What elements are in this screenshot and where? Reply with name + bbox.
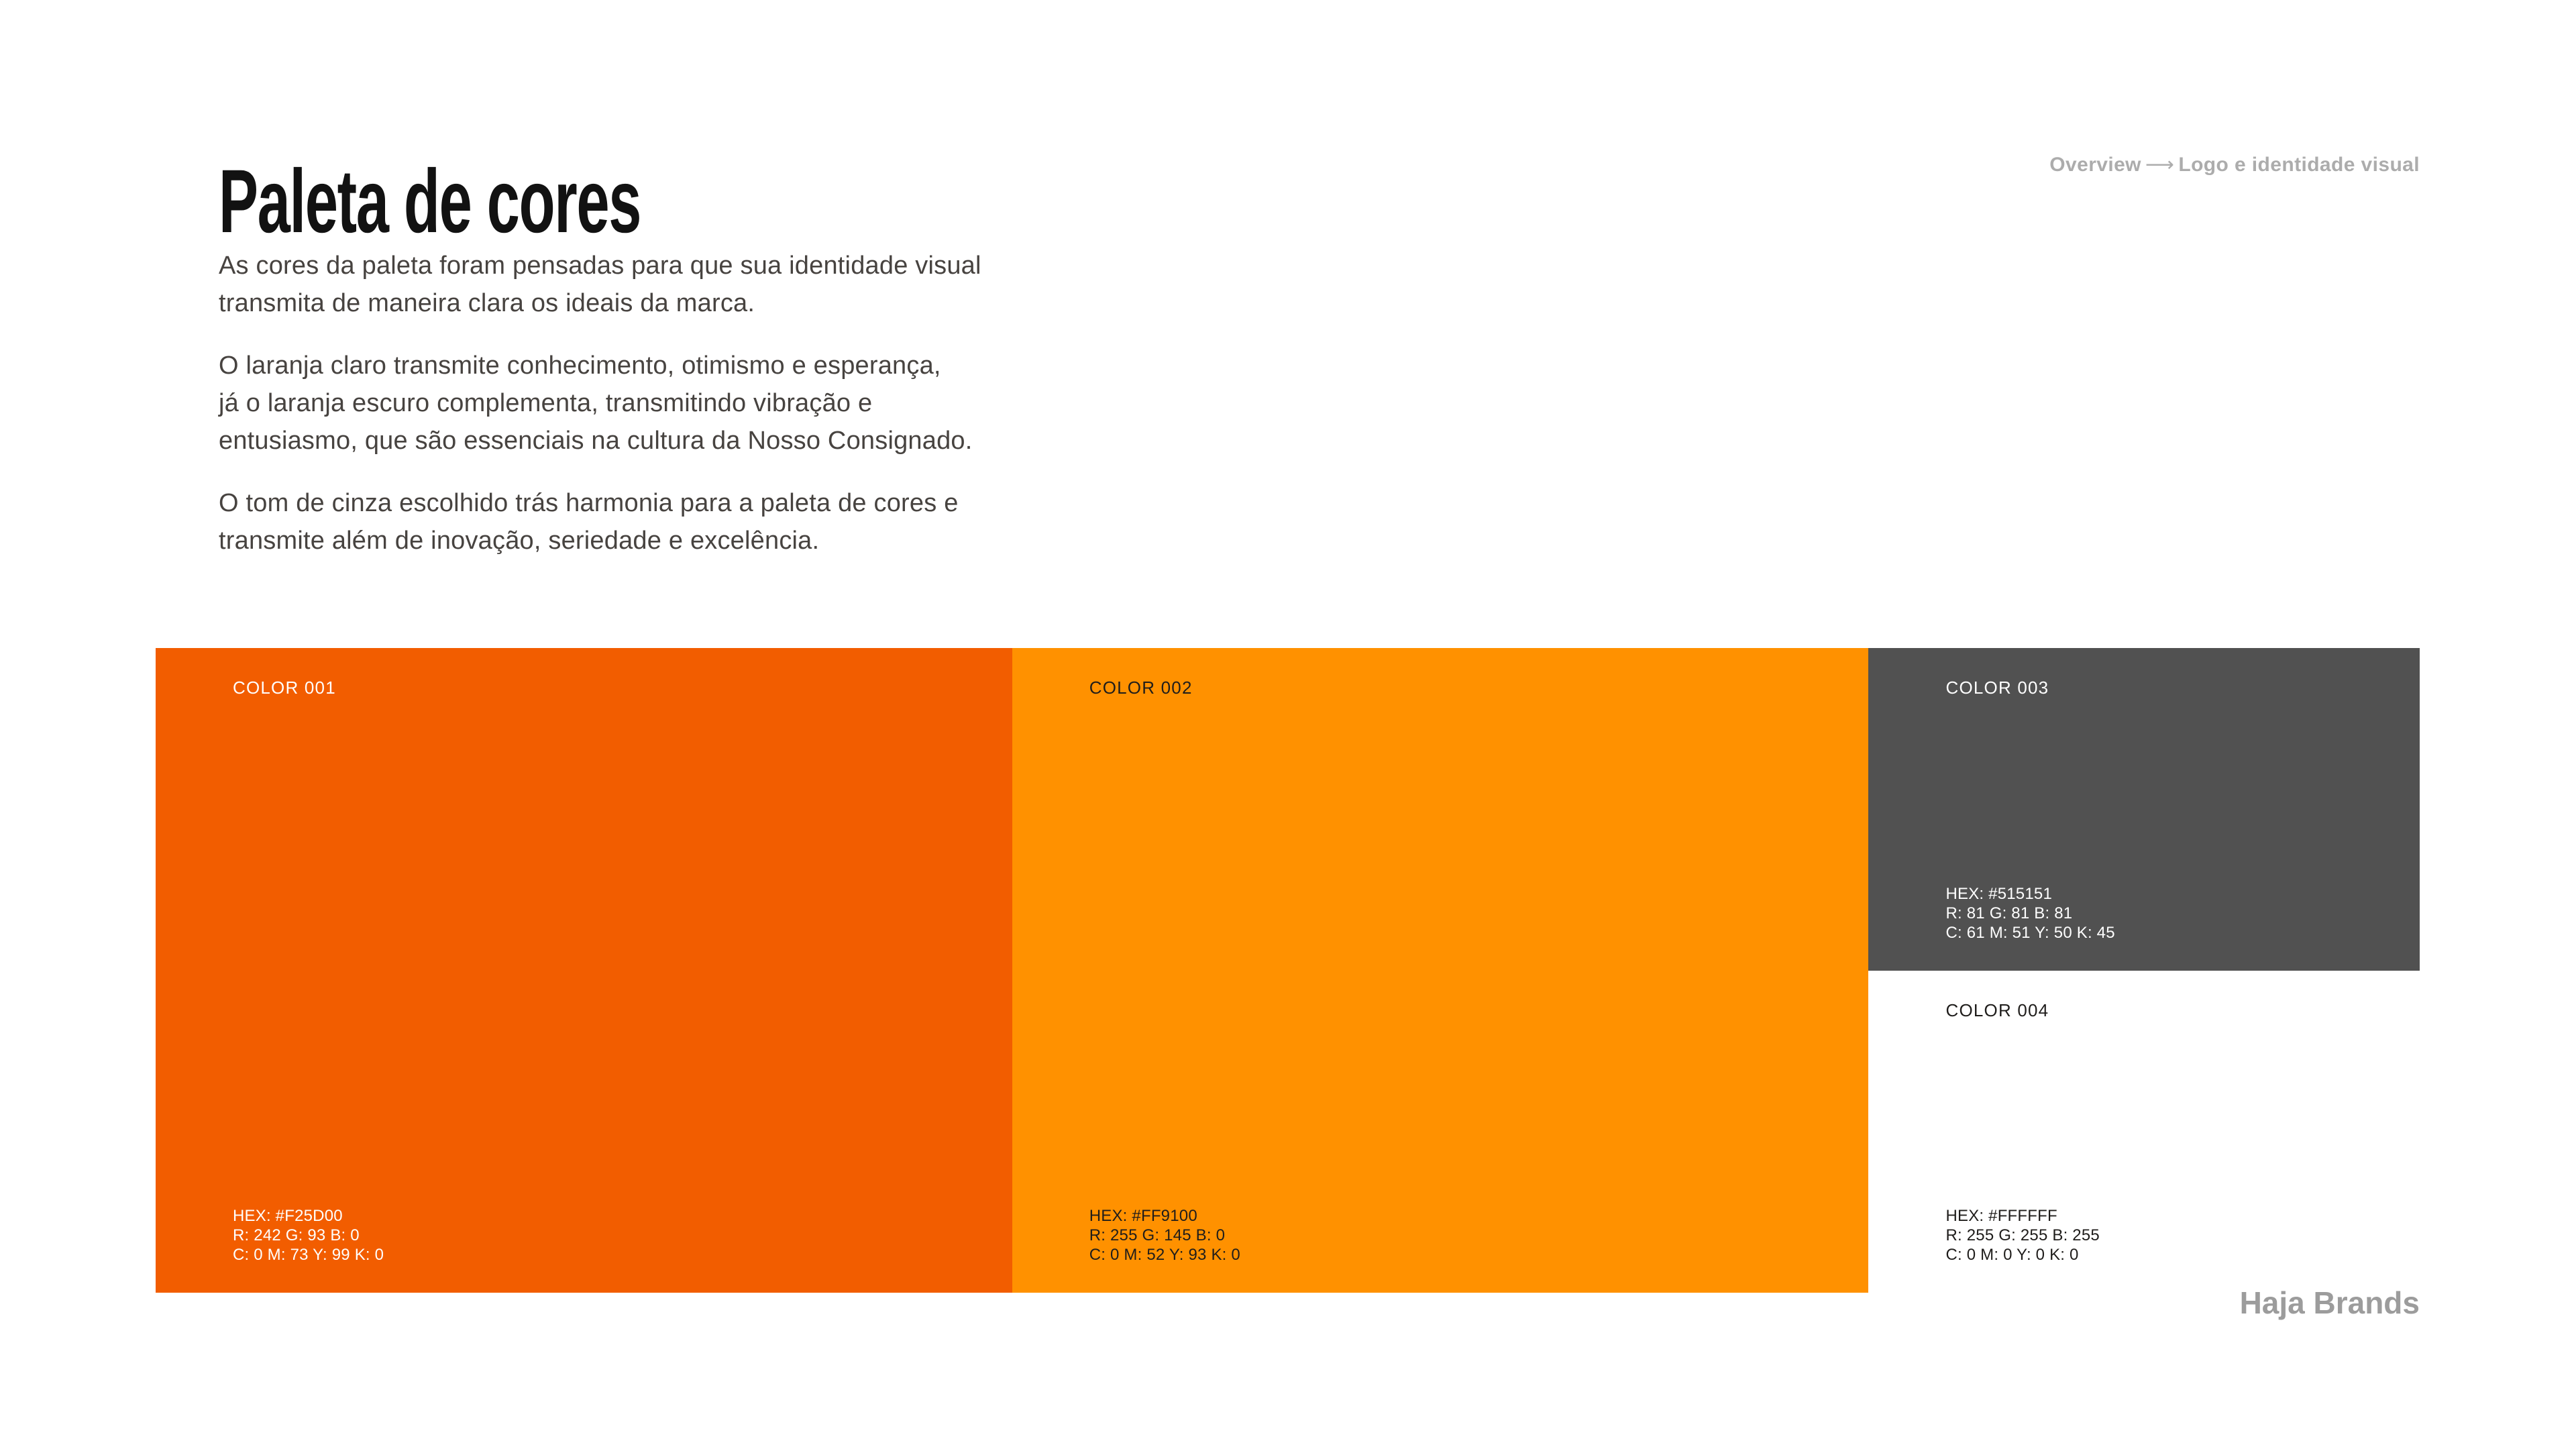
swatch-color-003: COLOR 003 HEX: #515151 R: 81 G: 81 B: 81… [1868,648,2420,971]
text-line: já o laranja escuro complementa, transmi… [219,389,873,417]
hex-value: HEX: #FF9100 [1089,1207,1197,1225]
color-palette-panel: COLOR 001 HEX: #F25D00 R: 242 G: 93 B: 0… [156,648,2420,1293]
breadcrumb[interactable]: Overview ⟶ Logo e identidade visual [2049,153,2420,176]
cmyk-value: C: 0 M: 0 Y: 0 K: 0 [1945,1246,2079,1264]
swatch-color-002: COLOR 002 HEX: #FF9100 R: 255 G: 145 B: … [1012,648,1869,1293]
cmyk-value: C: 61 M: 51 Y: 50 K: 45 [1945,924,2115,942]
swatch-label: COLOR 003 [1945,678,2049,698]
swatch-specs: HEX: #FF9100 R: 255 G: 145 B: 0 C: 0 M: … [1089,1206,1792,1265]
text-line: transmita de maneira clara os ideais da … [219,289,755,317]
intro-paragraph-3: O tom de cinza escolhido trás harmonia p… [219,484,1131,559]
swatch-label: COLOR 004 [1945,1000,2049,1020]
cmyk-value: C: 0 M: 52 Y: 93 K: 0 [1089,1246,1240,1264]
swatch-specs: HEX: #F25D00 R: 242 G: 93 B: 0 C: 0 M: 7… [233,1206,935,1265]
haja-brands-logo: Haja Brands [2239,1285,2420,1320]
palette-column-3: COLOR 003 HEX: #515151 R: 81 G: 81 B: 81… [1868,648,2420,1293]
rgb-value: R: 242 G: 93 B: 0 [233,1226,360,1244]
hex-value: HEX: #FFFFFF [1945,1207,2057,1225]
intro-paragraph-1: As cores da paleta foram pensadas para q… [219,247,1131,322]
text-line: entusiasmo, que são essenciais na cultur… [219,427,973,455]
text-line: As cores da paleta foram pensadas para q… [219,252,981,280]
rgb-value: R: 255 G: 255 B: 255 [1945,1226,2100,1244]
cmyk-value: C: 0 M: 73 Y: 99 K: 0 [233,1246,384,1264]
page-title: Paleta de cores [219,152,641,252]
intro-paragraph-2: O laranja claro transmite conhecimento, … [219,347,1131,460]
swatch-label: COLOR 002 [1089,678,1193,698]
text-line: O laranja claro transmite conhecimento, … [219,352,941,380]
breadcrumb-overview[interactable]: Overview [2049,154,2141,176]
swatch-label: COLOR 001 [233,678,336,698]
swatch-specs: HEX: #FFFFFF R: 255 G: 255 B: 255 C: 0 M… [1945,1206,2343,1265]
swatch-color-004: COLOR 004 HEX: #FFFFFF R: 255 G: 255 B: … [1868,971,2420,1293]
arrow-right-icon: ⟶ [2145,154,2175,176]
rgb-value: R: 255 G: 145 B: 0 [1089,1226,1226,1244]
hex-value: HEX: #515151 [1945,885,2052,903]
intro-text: As cores da paleta foram pensadas para q… [219,247,1131,559]
breadcrumb-current-section: Logo e identidade visual [2178,154,2420,176]
swatch-specs: HEX: #515151 R: 81 G: 81 B: 81 C: 61 M: … [1945,884,2343,943]
swatch-color-001: COLOR 001 HEX: #F25D00 R: 242 G: 93 B: 0… [156,648,1012,1293]
text-line: transmite além de inovação, seriedade e … [219,527,820,555]
text-line: O tom de cinza escolhido trás harmonia p… [219,489,959,517]
hex-value: HEX: #F25D00 [233,1207,343,1225]
rgb-value: R: 81 G: 81 B: 81 [1945,904,2073,922]
